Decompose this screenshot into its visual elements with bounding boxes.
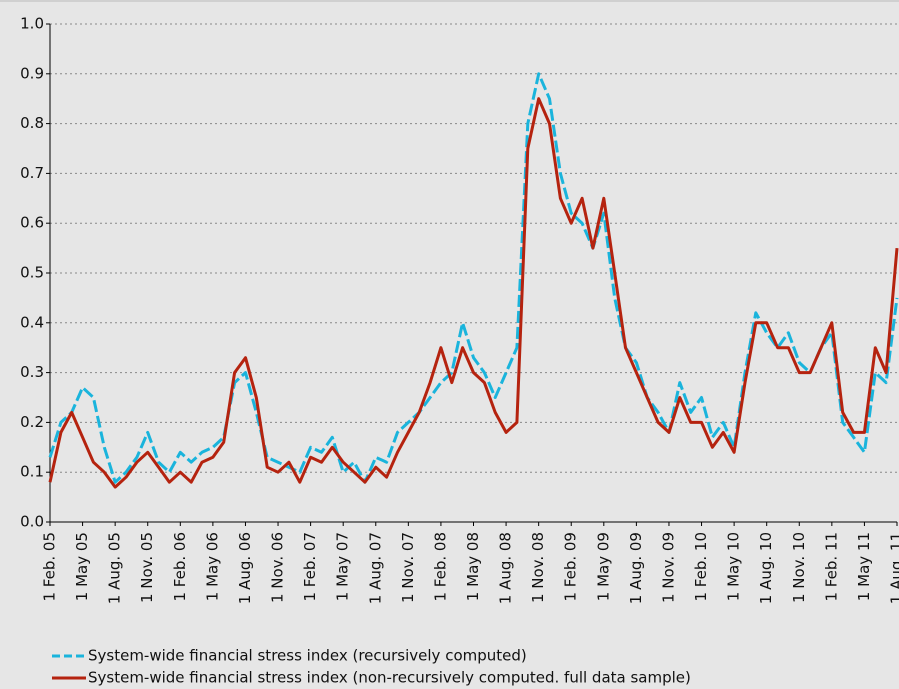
y-tick-label: 0.6 xyxy=(20,214,44,232)
y-tick-label: 0.3 xyxy=(20,363,44,381)
x-tick-label: 1 Nov. 10 xyxy=(790,532,808,603)
x-tick-label: 1 Aug. 06 xyxy=(236,532,254,604)
x-tick-label: 1 May 06 xyxy=(203,532,221,601)
legend-label: System-wide financial stress index (recu… xyxy=(88,647,527,665)
x-tick-label: 1 Nov. 05 xyxy=(138,532,156,603)
y-tick-label: 0.8 xyxy=(20,114,44,132)
y-tick-label: 0.5 xyxy=(20,264,44,282)
x-tick-label: 1 Aug. 09 xyxy=(627,532,645,604)
x-tick-label: 1 Nov. 08 xyxy=(529,532,547,603)
series-line xyxy=(48,72,899,484)
x-tick-label: 1 Aug. 08 xyxy=(497,532,515,604)
x-tick-label: 1 Aug. 05 xyxy=(106,532,124,604)
y-tick-label: 0.0 xyxy=(20,513,44,531)
x-tick-label: 1 Aug. 07 xyxy=(366,532,384,604)
y-tick-label: 1.0 xyxy=(20,15,44,33)
x-tick-label: 1 May 08 xyxy=(464,532,482,601)
legend-label: System-wide financial stress index (non-… xyxy=(88,669,691,687)
x-tick-label: 1 Feb. 10 xyxy=(692,532,710,602)
x-tick-label: 1 Nov. 07 xyxy=(399,532,417,603)
x-tick-label: 1 May 11 xyxy=(855,532,873,601)
y-tick-label: 0.4 xyxy=(20,313,44,331)
x-tick-label: 1 Feb. 05 xyxy=(41,532,59,602)
x-tick-label: 1 Aug. 10 xyxy=(757,532,775,604)
x-tick-label: 1 May 10 xyxy=(725,532,743,601)
x-tick-label: 1 Aug. 11 xyxy=(888,532,899,604)
x-tick-label: 1 Feb. 09 xyxy=(562,532,580,602)
y-tick-label: 0.1 xyxy=(20,463,44,481)
x-tick-label: 1 Nov. 09 xyxy=(659,532,677,603)
x-tick-label: 1 Feb. 06 xyxy=(171,532,189,602)
series-line xyxy=(48,97,899,489)
x-tick-label: 1 Feb. 11 xyxy=(822,532,840,602)
x-tick-label: 1 May 05 xyxy=(73,532,91,601)
x-tick-label: 1 Nov. 06 xyxy=(269,532,287,603)
x-tick-label: 1 May 09 xyxy=(594,532,612,601)
y-tick-label: 0.9 xyxy=(20,64,44,82)
x-tick-label: 1 Feb. 08 xyxy=(431,532,449,602)
x-tick-label: 1 May 07 xyxy=(334,532,352,601)
y-tick-label: 0.7 xyxy=(20,164,44,182)
y-tick-label: 0.2 xyxy=(20,413,44,431)
x-tick-label: 1 Feb. 07 xyxy=(301,532,319,602)
